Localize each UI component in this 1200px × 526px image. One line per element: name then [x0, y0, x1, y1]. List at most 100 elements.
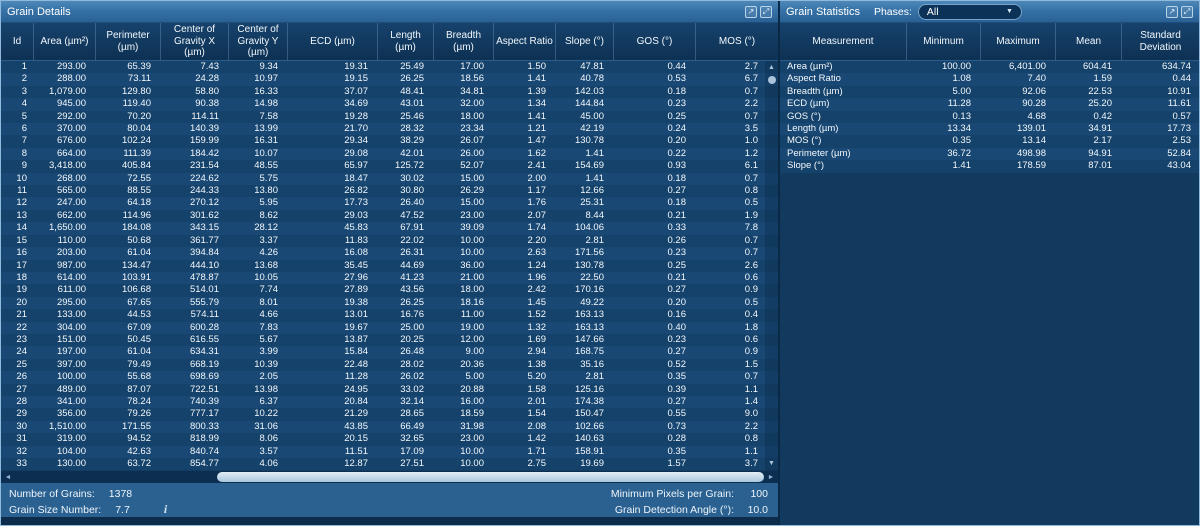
column-header[interactable]: ECD (µm) [288, 23, 378, 60]
horizontal-scroll-track[interactable] [15, 472, 764, 482]
column-header[interactable]: Slope (°) [556, 23, 614, 60]
table-row[interactable]: 4 945.00 119.40 90.38 14.98 34.69 43.01 32.00 1.… [1, 98, 778, 111]
table-row[interactable]: 2 288.00 73.11 24.28 10.97 19.15 26.25 18.56 1.4… [1, 73, 778, 86]
table-row[interactable]: Area (µm²) 100.00 6,401.00 604.41 634.74 [780, 61, 1199, 74]
column-header[interactable]: Mean [1056, 23, 1122, 60]
table-row[interactable]: 10 268.00 72.55 224.62 5.75 18.47 30.02 15.00 2.… [1, 172, 778, 186]
cell: 8.06 [259, 433, 279, 445]
cell: 45.83 [344, 222, 368, 234]
table-row[interactable]: 19 611.00 106.68 514.01 7.74 27.89 43.56 18.00 2… [1, 284, 778, 297]
info-icon[interactable]: i [163, 502, 168, 516]
table-row[interactable]: 29 356.00 79.26 777.17 10.22 21.29 28.65 18.59 1… [1, 408, 778, 421]
cell: 9.34 [259, 61, 279, 72]
table-row[interactable]: 21 133.00 44.53 574.11 4.66 13.01 16.76 11.00 1.… [1, 309, 778, 322]
cell: 9.00 [465, 346, 485, 358]
table-row[interactable]: 33 130.00 63.72 854.77 4.06 12.87 27.51 10.00 2.… [1, 458, 778, 471]
column-header[interactable]: Id [1, 23, 34, 60]
min-pixels-row: Minimum Pixels per Grain: 100 [611, 486, 768, 501]
table-row[interactable]: 20 295.00 67.65 555.79 8.01 19.38 26.25 18.16 1.… [1, 296, 778, 310]
cell: 168.75 [574, 346, 604, 358]
column-header[interactable]: Aspect Ratio [494, 23, 556, 60]
column-header[interactable]: Measurement [780, 23, 907, 60]
cell: 565.00 [56, 185, 86, 197]
cell: 130.78 [574, 259, 604, 271]
detection-angle-label: Grain Detection Angle (°): [614, 503, 734, 516]
table-row[interactable]: 9 3,418.00 405.84 231.54 48.55 65.97 125.72 52.… [1, 160, 778, 173]
vertical-scrollbar[interactable]: ▲ ▼ [765, 61, 778, 471]
phases-dropdown[interactable]: All ▼ [917, 3, 1022, 20]
cell: 150.47 [574, 408, 604, 420]
column-header[interactable]: Center of Gravity X (µm) [161, 23, 229, 60]
table-row[interactable]: GOS (°) 0.13 4.68 0.42 0.57 [780, 110, 1199, 124]
table-row[interactable]: Slope (°) 1.41 178.59 87.01 43.04 [780, 160, 1199, 173]
column-header[interactable]: MOS (°) [718, 35, 756, 47]
cell: 26 [16, 371, 27, 383]
table-row[interactable]: Aspect Ratio 1.08 7.40 1.59 0.44 [780, 73, 1199, 86]
table-row[interactable]: 14 1,650.00 184.08 343.15 28.12 45.83 67.91 39.… [1, 222, 778, 235]
table-row[interactable]: 27 489.00 87.07 722.51 13.98 24.95 33.02 20.88 1… [1, 383, 778, 396]
cell: 2.81 [585, 234, 605, 246]
column-header[interactable]: Minimum [907, 23, 981, 60]
maximize-icon[interactable]: ⤢ [760, 5, 772, 18]
grain-statistics-titlebar: Grain Statistics Phases: All ▼ ↗ ⤢ [780, 1, 1199, 23]
table-row[interactable]: 23 151.00 50.45 616.55 5.67 13.87 20.25 12.00 1.… [1, 333, 778, 347]
table-row[interactable]: 11 565.00 88.55 244.33 13.80 26.82 30.80 26.29 1… [1, 185, 778, 198]
table-row[interactable]: Breadth (µm) 5.00 92.06 22.53 10.91 [780, 85, 1199, 99]
table-row[interactable]: 12 247.00 64.18 270.12 5.95 17.73 26.40 15.00 1.… [1, 197, 778, 210]
cell: 1.38 [527, 358, 547, 370]
table-row[interactable]: 7 676.00 102.24 159.99 16.31 29.34 38.29 26.07 1… [1, 135, 778, 148]
horizontal-scrollbar[interactable]: ◄ ► [1, 471, 778, 483]
cell: 0.18 [667, 172, 687, 184]
column-header[interactable]: Breadth (µm) [434, 23, 494, 60]
table-row[interactable]: 5 292.00 70.20 114.11 7.58 19.28 25.46 18.00 1.4… [1, 110, 778, 124]
table-row[interactable]: 32 104.00 42.63 840.74 3.57 11.51 17.09 10.00 1.… [1, 445, 778, 458]
scroll-left-icon[interactable]: ◄ [4, 473, 12, 481]
cell: 17.73 [1167, 123, 1191, 135]
table-row[interactable]: Length (µm) 13.34 139.01 34.91 17.73 [780, 123, 1199, 136]
table-row[interactable]: 13 662.00 114.96 301.62 8.62 29.03 47.52 23.00 2… [1, 209, 778, 223]
cell: 1.52 [527, 309, 547, 321]
table-row[interactable]: 22 304.00 67.09 600.28 7.83 19.67 25.00 19.00 1.… [1, 321, 778, 334]
table-row[interactable]: 30 1,510.00 171.55 800.33 31.06 43.85 66.49 31.… [1, 420, 778, 434]
cell: 27.96 [344, 271, 368, 283]
cell: 0.93 [667, 160, 687, 172]
column-header[interactable]: Standard Deviation [1139, 30, 1182, 53]
table-row[interactable]: ECD (µm) 11.28 90.28 25.20 11.61 [780, 98, 1199, 111]
scroll-right-icon[interactable]: ► [767, 473, 775, 481]
scroll-down-icon[interactable]: ▼ [768, 460, 775, 467]
vertical-scroll-thumb[interactable] [767, 76, 776, 84]
table-row[interactable]: 25 397.00 79.49 668.19 10.39 22.48 28.02 20.36 1… [1, 358, 778, 372]
table-row[interactable]: 28 341.00 78.24 740.39 6.37 20.84 32.14 16.00 2.… [1, 395, 778, 409]
table-row[interactable]: 6 370.00 80.04 140.39 13.99 21.70 28.32 23.34 1.… [1, 123, 778, 136]
column-header[interactable]: Maximum [981, 23, 1056, 60]
column-header[interactable]: Perimeter (µm) [96, 23, 161, 60]
table-row[interactable]: 24 197.00 61.04 634.31 3.99 15.84 26.48 9.00 2.9… [1, 346, 778, 359]
scroll-up-icon[interactable]: ▲ [768, 64, 775, 71]
table-row[interactable]: 1 293.00 65.39 7.43 9.34 19.31 25.49 17.00 1.50 4… [1, 61, 778, 74]
table-row[interactable]: 18 614.00 103.91 478.87 10.05 27.96 41.23 21.00… [1, 271, 778, 285]
cell: 514.01 [189, 284, 219, 296]
cell: 13.99 [254, 123, 278, 135]
column-header[interactable]: Length (µm) [378, 23, 434, 60]
table-row[interactable]: MOS (°) 0.35 13.14 2.17 2.53 [780, 135, 1199, 148]
column-header[interactable]: GOS (°) [614, 23, 696, 60]
table-row[interactable]: 8 664.00 111.39 184.42 10.07 29.08 42.01 26.00 1… [1, 147, 778, 161]
popout-icon[interactable]: ↗ [745, 5, 757, 18]
cell: 184.08 [121, 222, 151, 234]
maximize-icon[interactable]: ⤢ [1181, 5, 1193, 18]
cell: 18 [16, 271, 27, 283]
table-row[interactable]: 26 100.00 55.68 698.69 2.05 11.28 26.02 5.00 5.2… [1, 371, 778, 384]
cell: 11.00 [460, 309, 484, 321]
horizontal-scroll-thumb[interactable] [217, 472, 764, 482]
table-row[interactable]: Perimeter (µm) 36.72 498.98 94.91 52.84 [780, 147, 1199, 161]
table-row[interactable]: 17 987.00 134.47 444.10 13.68 35.45 44.69 36.00… [1, 259, 778, 272]
column-header[interactable]: Center of Gravity Y (µm) [229, 23, 288, 60]
popout-icon[interactable]: ↗ [1166, 5, 1178, 18]
cell: 5.95 [259, 197, 279, 209]
table-row[interactable]: 31 319.00 94.52 818.99 8.06 20.15 32.65 23.00 1.… [1, 433, 778, 446]
table-row[interactable]: 16 203.00 61.04 394.84 4.26 16.08 26.31 10.00 2.… [1, 247, 778, 260]
column-header[interactable]: Area (µm²) [34, 23, 96, 60]
table-row[interactable]: 3 1,079.00 129.80 58.80 16.33 37.07 48.41 34.81… [1, 85, 778, 99]
table-row[interactable]: 15 110.00 50.68 361.77 3.37 11.83 22.02 10.00 2.… [1, 234, 778, 248]
cell: 2.00 [527, 172, 547, 184]
